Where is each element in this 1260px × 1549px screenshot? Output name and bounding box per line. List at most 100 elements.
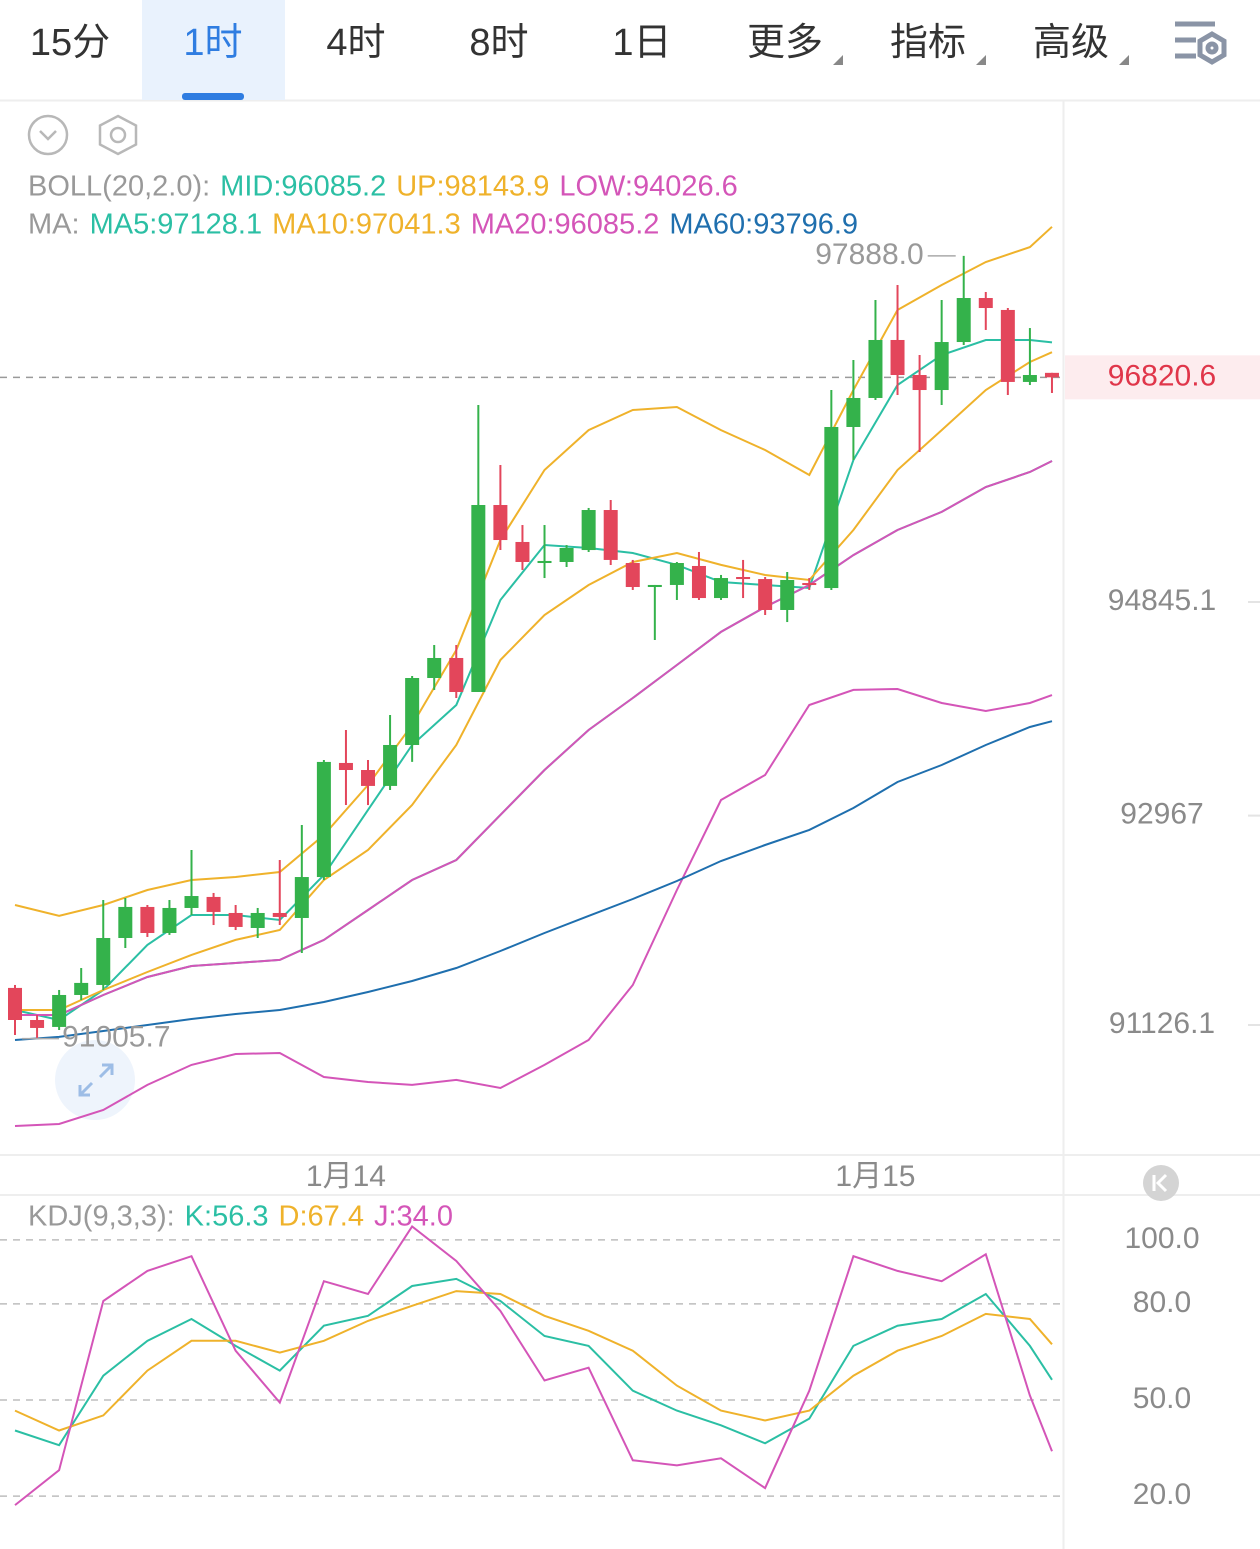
candle-body bbox=[758, 579, 773, 610]
candle-body bbox=[802, 583, 817, 586]
legend-entry: LOW:94026.6 bbox=[559, 171, 737, 203]
legend-entry: UP:98143.9 bbox=[396, 171, 549, 203]
indicator-settings-icon[interactable] bbox=[98, 114, 138, 156]
candle-body bbox=[427, 657, 442, 678]
candle-body bbox=[537, 560, 552, 564]
y-tick-label: 50.0 bbox=[1133, 1382, 1191, 1415]
candle-body bbox=[162, 907, 177, 933]
high-marker-label: 97888.0 bbox=[815, 238, 923, 271]
tab-active-bg bbox=[142, 0, 285, 100]
tab-dropdown bbox=[976, 55, 986, 65]
candle-body bbox=[1000, 309, 1015, 382]
candle-body bbox=[471, 505, 486, 692]
tab[interactable]: 高级 bbox=[1033, 22, 1109, 64]
tab[interactable]: 指标 bbox=[890, 22, 966, 64]
candle-body bbox=[74, 982, 89, 995]
candle-body bbox=[912, 375, 927, 391]
candle-body bbox=[272, 912, 287, 917]
expand-icon[interactable] bbox=[55, 1040, 135, 1120]
collapse-icon[interactable] bbox=[27, 114, 69, 156]
tab-dropdown bbox=[833, 55, 843, 65]
candle-body bbox=[1044, 372, 1059, 378]
y-tick-label: 92967 bbox=[1120, 798, 1203, 831]
legend-entry: MID:96085.2 bbox=[220, 171, 386, 203]
tab-dropdown bbox=[1119, 55, 1129, 65]
candle-body bbox=[978, 298, 993, 309]
scroll-to-latest-icon[interactable] bbox=[1143, 1165, 1179, 1201]
candle-body bbox=[868, 339, 883, 398]
indicator-line bbox=[15, 460, 1053, 1016]
candle-body bbox=[647, 584, 662, 588]
legend-entry: D:67.4 bbox=[279, 1201, 364, 1233]
candle-body bbox=[140, 906, 155, 933]
candle-body bbox=[338, 762, 353, 771]
candle-body bbox=[316, 761, 331, 878]
y-tick-label: 80.0 bbox=[1133, 1286, 1191, 1319]
x-tick-label: 1月15 bbox=[835, 1160, 915, 1193]
indicator-line bbox=[15, 351, 1053, 1011]
candle-body bbox=[30, 1019, 45, 1028]
x-tick-label: 1月14 bbox=[306, 1160, 386, 1193]
tab-underline bbox=[182, 93, 244, 100]
candle-body bbox=[736, 577, 751, 580]
candle-body bbox=[228, 912, 243, 927]
low-marker-label: 91005.7 bbox=[62, 1021, 170, 1054]
legend-entry: K:56.3 bbox=[185, 1201, 269, 1233]
candle-body bbox=[603, 510, 618, 560]
candle-body bbox=[581, 510, 596, 551]
candle-body bbox=[449, 657, 464, 692]
candle-body bbox=[8, 987, 23, 1020]
candle-body bbox=[52, 994, 67, 1027]
candle-body bbox=[96, 937, 111, 985]
indicator-line bbox=[14, 720, 1053, 1041]
y-tick-label: 20.0 bbox=[1133, 1478, 1191, 1511]
y-tick-label: 91126.1 bbox=[1109, 1007, 1215, 1040]
candle-body bbox=[669, 563, 684, 585]
legend-entry: MA60:93796.9 bbox=[669, 209, 858, 241]
tab[interactable]: 更多 bbox=[747, 22, 823, 64]
candle-body bbox=[625, 563, 640, 588]
candle-body bbox=[824, 426, 839, 589]
last-price-label: 96820.6 bbox=[1108, 359, 1216, 392]
candle-body bbox=[714, 578, 729, 599]
candle-body bbox=[294, 877, 309, 918]
candle-body bbox=[846, 397, 861, 427]
candle-body bbox=[956, 298, 971, 343]
indicator-line bbox=[14, 687, 1053, 1127]
legend-entry: KDJ(9,3,3): bbox=[28, 1201, 175, 1233]
kdj-line bbox=[14, 1277, 1053, 1447]
kdj-line bbox=[14, 1224, 1053, 1506]
candle-body bbox=[515, 541, 530, 562]
candle-body bbox=[383, 744, 398, 786]
tab[interactable]: 1时 bbox=[183, 22, 242, 64]
tab[interactable]: 15分 bbox=[30, 22, 110, 64]
legend-entry: MA: bbox=[28, 209, 80, 241]
candle-body bbox=[184, 896, 199, 908]
y-tick-label: 100.0 bbox=[1124, 1222, 1199, 1255]
candle-body bbox=[890, 339, 905, 376]
kdj-line bbox=[14, 1290, 1053, 1432]
tab[interactable]: 1日 bbox=[612, 22, 671, 64]
legend-entry: MA10:97041.3 bbox=[272, 209, 461, 241]
candle-body bbox=[780, 579, 795, 610]
candle-body bbox=[934, 342, 949, 391]
candle-body bbox=[691, 565, 706, 599]
y-tick-label: 94845.1 bbox=[1108, 584, 1216, 617]
tab[interactable]: 4时 bbox=[326, 22, 385, 64]
candle-body bbox=[1022, 375, 1037, 382]
candle-body bbox=[559, 547, 574, 562]
legend-entry: BOLL(20,2.0): bbox=[28, 171, 210, 203]
legend-entry: MA20:96085.2 bbox=[471, 209, 660, 241]
candle-body bbox=[493, 505, 508, 541]
candle-body bbox=[250, 912, 265, 928]
tab[interactable]: 8时 bbox=[469, 22, 528, 64]
candle-body bbox=[405, 677, 420, 745]
legend-entry: J:34.0 bbox=[374, 1201, 453, 1233]
candle-body bbox=[118, 906, 133, 938]
settings-icon[interactable] bbox=[1175, 21, 1227, 65]
last-price-box bbox=[1065, 355, 1260, 400]
candle-body bbox=[206, 896, 221, 912]
